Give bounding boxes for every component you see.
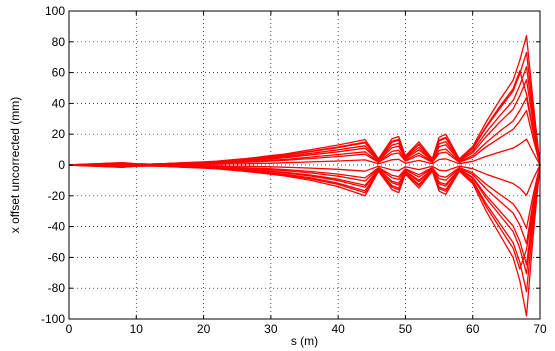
x-tick-label-4: 40 xyxy=(331,322,345,336)
x-tick-label-3: 30 xyxy=(264,322,278,336)
y-tick-label-2: -60 xyxy=(48,250,66,264)
y-tick-label-0: -100 xyxy=(41,312,65,326)
x-tick-label-6: 60 xyxy=(466,322,480,336)
y-tick-label-3: -40 xyxy=(48,220,66,234)
data-series xyxy=(68,34,541,317)
x-axis-label: s (m) xyxy=(291,334,318,348)
x-tick-label-7: 70 xyxy=(533,322,547,336)
series-line-14 xyxy=(68,70,541,166)
x-tick-label-5: 50 xyxy=(399,322,413,336)
axis-ticks: 0 10 20 30 40 50 60 70 -100 -80 -60 -40 -20 0 20 40 60 80… xyxy=(41,4,547,336)
y-tick-label-5: 0 xyxy=(58,158,65,172)
y-tick-label-10: 100 xyxy=(45,4,65,18)
y-axis-label: x offset uncorrected (mm) xyxy=(8,97,22,234)
x-tick-label-1: 10 xyxy=(130,322,144,336)
y-tick-label-4: -20 xyxy=(48,189,66,203)
x-tick-label-0: 0 xyxy=(66,322,73,336)
y-tick-label-1: -80 xyxy=(48,281,66,295)
x-tick-label-2: 20 xyxy=(197,322,211,336)
y-tick-label-9: 80 xyxy=(52,35,66,49)
grid-lines xyxy=(69,11,540,319)
y-tick-label-7: 40 xyxy=(52,96,66,110)
y-tick-label-6: 20 xyxy=(52,127,66,141)
y-tick-label-8: 60 xyxy=(52,66,66,80)
series-line-15 xyxy=(68,164,541,270)
